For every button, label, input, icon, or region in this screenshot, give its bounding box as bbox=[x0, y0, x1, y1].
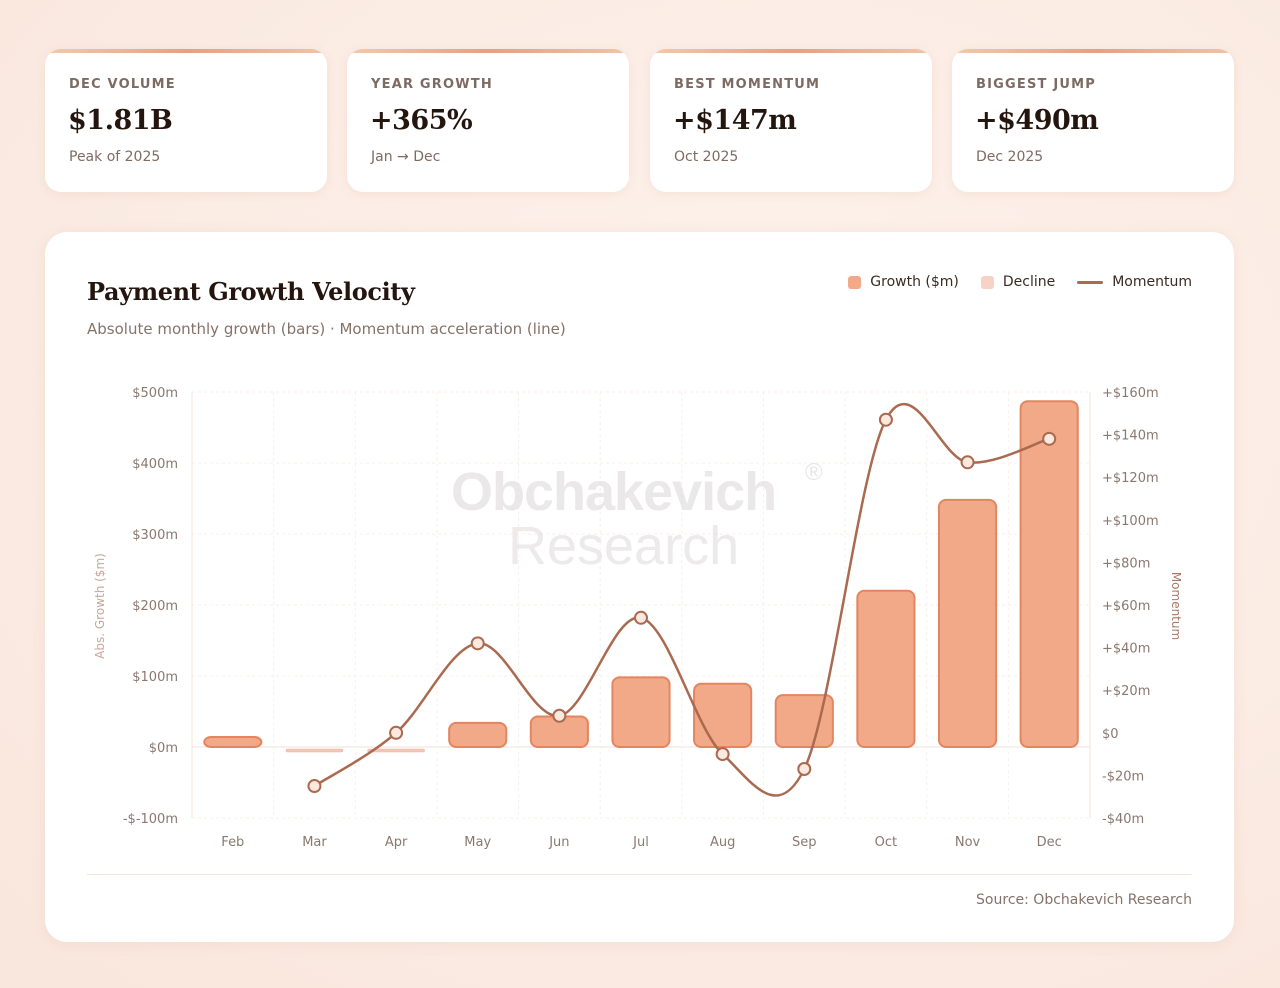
momentum-point bbox=[1042, 431, 1057, 446]
kpi-card-dec-volume: DEC VOLUME $1.81B Peak of 2025 bbox=[45, 49, 327, 192]
x-tick-label: Feb bbox=[221, 835, 244, 850]
momentum-point bbox=[307, 779, 322, 794]
growth-bar bbox=[1019, 400, 1079, 748]
chart-title: Payment Growth Velocity bbox=[87, 277, 415, 306]
x-tick-label: Mar bbox=[302, 835, 327, 850]
x-tick-label: Jul bbox=[632, 835, 649, 850]
kpi-label: DEC VOLUME bbox=[69, 77, 176, 92]
y-right-tick-label: $0 bbox=[1102, 727, 1119, 742]
kpi-subtext: Dec 2025 bbox=[976, 149, 1044, 165]
y-right-tick-label: +$100m bbox=[1102, 514, 1159, 529]
bars-layer bbox=[203, 400, 1079, 753]
watermark-line-2: Research bbox=[508, 516, 739, 576]
kpi-value: +$490m bbox=[975, 105, 1099, 136]
y-left-axis-title: Abs. Growth ($m) bbox=[93, 553, 107, 659]
growth-bar bbox=[856, 589, 916, 748]
momentum-point bbox=[878, 412, 893, 427]
growth-bar bbox=[448, 721, 508, 748]
legend-item-momentum[interactable]: Momentum bbox=[1077, 274, 1192, 290]
legend-item-growth[interactable]: Growth ($m) bbox=[848, 274, 959, 290]
legend-label-decline: Decline bbox=[1002, 274, 1056, 290]
y-left-tick-label: $500m bbox=[132, 386, 178, 401]
momentum-point bbox=[470, 636, 485, 651]
y-right-tick-label: +$160m bbox=[1102, 386, 1159, 401]
legend-swatch-momentum bbox=[1077, 280, 1104, 284]
footer-divider bbox=[87, 874, 1192, 875]
x-tick-label: May bbox=[464, 835, 491, 850]
y-right-tick-label: +$40m bbox=[1102, 642, 1150, 657]
kpi-value: $1.81B bbox=[68, 105, 173, 136]
kpi-card-best-momentum: BEST MOMENTUM +$147m Oct 2025 bbox=[650, 49, 932, 192]
y-right-tick-label: +$60m bbox=[1102, 599, 1150, 614]
legend-swatch-decline bbox=[980, 275, 994, 289]
x-tick-label: Sep bbox=[792, 835, 817, 850]
momentum-point bbox=[389, 725, 404, 740]
x-tick-label: Dec bbox=[1037, 835, 1062, 850]
kpi-label: YEAR GROWTH bbox=[371, 77, 493, 92]
x-tick-label: Apr bbox=[385, 835, 408, 850]
x-tick-label: Oct bbox=[875, 835, 897, 850]
growth-bar bbox=[611, 676, 671, 749]
momentum-point bbox=[960, 455, 975, 470]
kpi-card-biggest-jump: BIGGEST JUMP +$490m Dec 2025 bbox=[952, 49, 1234, 192]
axis-layer: $500m $400m $300m $200m $100m $0m -$-100m +$160… bbox=[93, 386, 1183, 850]
legend-swatch-growth bbox=[848, 275, 862, 289]
kpi-card-year-growth: YEAR GROWTH +365% Jan → Dec bbox=[347, 49, 629, 192]
y-right-tick-label: +$20m bbox=[1102, 684, 1150, 699]
legend-label-momentum: Momentum bbox=[1112, 274, 1192, 290]
y-left-tick-label: $200m bbox=[132, 599, 178, 614]
chart-subtitle: Absolute monthly growth (bars) · Momentu… bbox=[87, 320, 566, 338]
momentum-point bbox=[797, 762, 812, 777]
growth-bar bbox=[693, 682, 753, 748]
kpi-subtext: Peak of 2025 bbox=[69, 149, 161, 165]
kpi-label: BIGGEST JUMP bbox=[976, 77, 1096, 92]
kpi-subtext: Oct 2025 bbox=[674, 149, 739, 165]
y-right-axis-title: Momentum bbox=[1169, 572, 1183, 640]
y-left-tick-label: -$-100m bbox=[123, 812, 178, 827]
momentum-line-layer bbox=[307, 402, 1057, 797]
decline-bar bbox=[285, 748, 344, 753]
x-tick-label: Aug bbox=[710, 835, 735, 850]
momentum-point bbox=[634, 610, 648, 625]
x-tick-label: Jun bbox=[548, 835, 569, 850]
source-note: Source: Obchakevich Research bbox=[976, 892, 1192, 908]
kpi-label: BEST MOMENTUM bbox=[674, 77, 821, 92]
y-left-tick-label: $100m bbox=[132, 670, 178, 685]
watermark-registered-mark: ® bbox=[805, 459, 823, 486]
growth-bar bbox=[937, 498, 998, 749]
kpi-value: +$147m bbox=[673, 105, 797, 136]
y-left-tick-label: $400m bbox=[132, 457, 178, 472]
kpi-subtext: Jan → Dec bbox=[371, 149, 441, 165]
watermark: Obchakevich ® Research bbox=[451, 459, 823, 576]
y-right-tick-label: -$20m bbox=[1102, 769, 1144, 784]
x-tick-label: Nov bbox=[955, 835, 981, 850]
y-left-tick-label: $300m bbox=[132, 528, 178, 543]
momentum-point bbox=[715, 747, 730, 762]
momentum-line bbox=[313, 402, 1051, 797]
growth-velocity-chart: Obchakevich ® Research $500m $400m $300m $2… bbox=[93, 386, 1183, 850]
momentum-point bbox=[552, 708, 567, 723]
decline-bar bbox=[367, 748, 425, 753]
y-right-tick-label: +$140m bbox=[1102, 429, 1159, 444]
watermark-line-1: Obchakevich bbox=[451, 462, 776, 522]
legend-item-decline[interactable]: Decline bbox=[980, 274, 1056, 290]
y-left-tick-label: $0m bbox=[149, 741, 178, 756]
legend-label-growth: Growth ($m) bbox=[870, 274, 959, 290]
chart-legend: Growth ($m) Decline Momentum bbox=[848, 274, 1192, 290]
growth-bar bbox=[203, 736, 263, 748]
chart-panel: Payment Growth Velocity Absolute monthly… bbox=[45, 232, 1234, 942]
y-right-tick-label: -$40m bbox=[1102, 812, 1144, 827]
growth-bar bbox=[774, 694, 834, 749]
y-right-tick-label: +$80m bbox=[1102, 556, 1150, 571]
kpi-value: +365% bbox=[370, 105, 473, 136]
y-right-tick-label: +$120m bbox=[1102, 471, 1159, 486]
